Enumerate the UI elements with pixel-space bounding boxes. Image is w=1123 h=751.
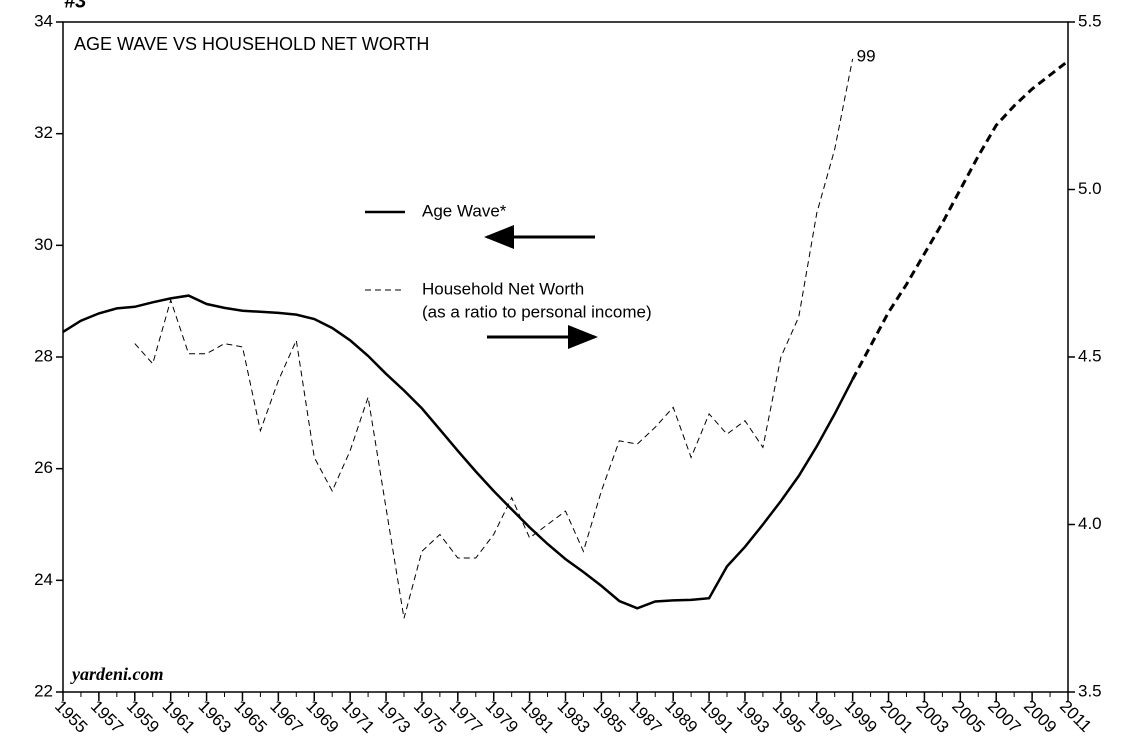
legend-label: Household Net Worth [422, 279, 584, 298]
x-tick-label: 1967 [266, 697, 306, 737]
x-tick-label: 1997 [805, 697, 845, 737]
x-tick-label: 1957 [87, 697, 127, 737]
x-tick-label: 1979 [482, 697, 522, 737]
x-tick-label: 1995 [769, 697, 809, 737]
annotation: 99 [857, 46, 876, 65]
x-tick-label: 2009 [1020, 697, 1060, 737]
x-tick-label: 1975 [410, 697, 450, 737]
chart-title: AGE WAVE VS HOUSEHOLD NET WORTH [74, 34, 429, 54]
y2-tick-label: 5.0 [1078, 179, 1102, 198]
x-tick-label: 2001 [877, 697, 917, 737]
x-tick-label: 1963 [195, 697, 235, 737]
x-tick-label: 1999 [841, 697, 881, 737]
y2-tick-label: 3.5 [1078, 681, 1102, 700]
x-tick-label: 1993 [733, 697, 773, 737]
x-tick-label: 1959 [123, 697, 163, 737]
x-tick-label: 2005 [948, 697, 988, 737]
y-tick-label: 28 [34, 346, 53, 365]
y-tick-label: 24 [34, 570, 53, 589]
x-tick-label: 1977 [446, 697, 486, 737]
x-tick-label: 1973 [374, 697, 414, 737]
legend-label: Age Wave* [422, 201, 507, 220]
series-line [62, 294, 854, 610]
y-tick-label: 34 [34, 11, 53, 30]
y-tick-label: 22 [34, 681, 53, 700]
x-tick-label: 1983 [554, 697, 594, 737]
plot-frame [62, 21, 1069, 693]
x-tick-label: 1991 [697, 697, 737, 737]
x-tick-label: 2011 [1056, 697, 1095, 736]
x-tick-label: 2003 [912, 697, 952, 737]
corner-label: #3 [64, 0, 86, 12]
y-tick-label: 26 [34, 458, 53, 477]
x-tick-label: 1971 [338, 697, 378, 737]
y2-tick-label: 4.5 [1078, 346, 1102, 365]
x-tick-label: 1955 [51, 697, 91, 737]
y2-tick-label: 5.5 [1078, 11, 1102, 30]
series-line [134, 58, 854, 619]
x-tick-label: 1961 [159, 697, 199, 737]
y2-tick-label: 4.0 [1078, 514, 1102, 533]
x-tick-label: 1989 [661, 697, 701, 737]
x-tick-label: 1969 [302, 697, 342, 737]
x-tick-label: 1987 [625, 697, 665, 737]
x-tick-label: 1965 [230, 697, 270, 737]
source: yardeni.com [70, 664, 164, 684]
y-tick-label: 32 [34, 123, 53, 142]
x-tick-label: 2007 [984, 697, 1024, 737]
legend-note: (as a ratio to personal income) [422, 302, 652, 321]
x-tick-label: 1985 [589, 697, 629, 737]
series-line [851, 59, 1069, 381]
x-tick-label: 1981 [518, 697, 558, 737]
y-tick-label: 30 [34, 235, 53, 254]
